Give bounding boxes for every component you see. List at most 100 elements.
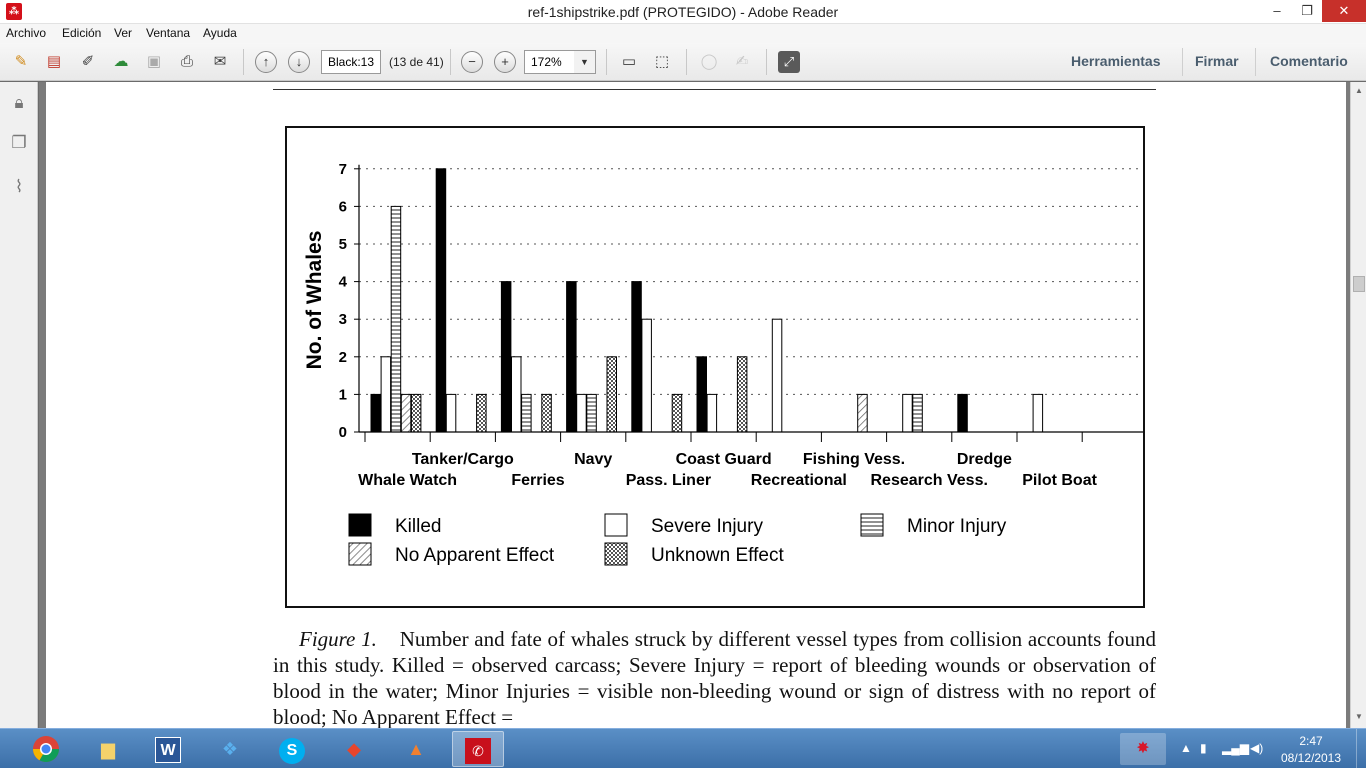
bar-checker (476, 393, 487, 433)
toolbar-separator (1255, 48, 1256, 76)
toolbar-separator (766, 49, 767, 75)
legend-swatch-solid (348, 513, 372, 537)
bar-open (380, 356, 392, 433)
navigation-sidebar: 🔒︎ ❐ ⌇ (0, 82, 38, 728)
git-icon[interactable]: ◆ (347, 739, 361, 759)
menu-ver[interactable]: Ver (114, 26, 133, 40)
tray-app-icon[interactable]: ✸ (1120, 733, 1166, 765)
print-icon[interactable]: ⎙ (180, 53, 193, 70)
page-rule (273, 89, 1156, 90)
matlab-icon[interactable]: ▲ (407, 739, 425, 759)
bar-open (641, 318, 652, 433)
legend-label: Killed (395, 516, 441, 537)
zoom-input[interactable]: 172% (524, 50, 575, 74)
x-category-label: Ferries (511, 472, 564, 489)
battery-icon[interactable]: ▮ (1200, 741, 1207, 755)
toolbar-separator (450, 49, 451, 75)
word-icon[interactable]: W (142, 731, 194, 767)
save-icon[interactable]: ▣ (146, 53, 162, 70)
y-tick-label: 7 (339, 161, 347, 178)
next-page-icon[interactable]: ↓ (288, 51, 310, 73)
y-tick-label: 5 (339, 236, 347, 253)
email-icon[interactable]: ✉ (213, 53, 227, 70)
lock-icon[interactable]: 🔒︎ (14, 93, 24, 112)
toolbar-separator (606, 49, 607, 75)
close-button[interactable]: ✕ (1322, 0, 1366, 22)
y-tick-label: 0 (339, 424, 347, 441)
zoom-dropdown-icon[interactable]: ▼ (574, 50, 596, 74)
legend-swatch-diag (348, 542, 372, 566)
sign-icon[interactable]: ✍ (735, 53, 749, 70)
bar-checker (606, 356, 617, 433)
skype-icon[interactable]: S (266, 731, 318, 767)
skype-glyph: S (279, 738, 305, 764)
adobe-reader-app-icon[interactable]: ⁂ (6, 3, 22, 20)
page-number-input[interactable]: Black:13 (321, 50, 381, 74)
pdf-page: 0 1 2 3 4 5 6 7 Whale Watch Tanker/Cargo Ferries N… (46, 82, 1346, 728)
open-file-icon[interactable]: ✎ (14, 53, 28, 70)
legend-label: Minor Injury (907, 516, 1007, 537)
window-title: ref-1shipstrike.pdf (PROTEGIDO) - Adobe … (527, 4, 839, 20)
upload-cloud-icon[interactable]: ☁ (113, 53, 129, 70)
menu-archivo[interactable]: Archivo (6, 26, 47, 40)
dropbox-icon[interactable]: ❖ (221, 739, 239, 759)
legend-label: No Apparent Effect (395, 545, 555, 566)
create-pdf-icon[interactable]: ▤ (46, 53, 62, 70)
adobe-reader-icon[interactable]: ✆ (452, 731, 504, 767)
fit-width-icon[interactable]: ⬚ (654, 53, 670, 70)
menu-edicion[interactable]: Edición (62, 26, 102, 40)
x-category-label: Recreational (751, 472, 847, 489)
bar-open (706, 393, 718, 433)
bar-open (445, 393, 457, 433)
word-glyph: W (155, 737, 181, 763)
bar-chart: 0 1 2 3 4 5 6 7 Whale Watch Tanker/Cargo Ferries N… (303, 161, 1143, 566)
full-screen-icon[interactable]: ⤢ (778, 51, 800, 73)
bar-open (576, 393, 587, 433)
attachment-icon[interactable]: ⌇ (14, 177, 24, 196)
y-tick-label: 6 (339, 198, 347, 215)
chrome-icon[interactable] (20, 731, 72, 767)
document-viewport[interactable]: 0 1 2 3 4 5 6 7 Whale Watch Tanker/Cargo Ferries N… (39, 82, 1350, 728)
volume-icon[interactable]: ◀) (1250, 741, 1264, 755)
vertical-scrollbar[interactable]: ▲ ▼ (1350, 82, 1366, 728)
comentario-button[interactable]: Comentario (1270, 53, 1348, 69)
page-count: (13 de 41) (389, 55, 444, 69)
fit-page-icon[interactable]: ▭ (621, 53, 637, 70)
clock-date[interactable]: 08/12/2013 (1280, 751, 1342, 765)
firmar-button[interactable]: Firmar (1195, 53, 1239, 69)
x-category-label: Coast Guard (676, 451, 772, 468)
scroll-thumb[interactable] (1353, 276, 1365, 292)
bar-hstripe (390, 205, 402, 433)
minimize-button[interactable]: – (1273, 3, 1281, 18)
zoom-in-icon[interactable]: + (494, 51, 516, 73)
bar-hstripe (586, 393, 597, 433)
title-bar: ⁂ ref-1shipstrike.pdf (PROTEGIDO) - Adob… (0, 0, 1366, 24)
clock-time[interactable]: 2:47 (1299, 734, 1323, 748)
maximize-button[interactable]: ❐ (1301, 3, 1313, 18)
file-explorer-icon[interactable]: ▆ (101, 739, 115, 759)
scroll-up-icon[interactable]: ▲ (1355, 86, 1363, 95)
x-category-label: Navy (574, 451, 612, 468)
legend-label: Severe Injury (651, 516, 763, 537)
signal-icon[interactable]: ▂▄▆ (1222, 741, 1249, 755)
comment-icon[interactable]: ◯ (700, 53, 718, 70)
menu-ventana[interactable]: Ventana (146, 26, 191, 40)
bar-solid (957, 393, 968, 433)
previous-page-icon[interactable]: ↑ (255, 51, 277, 73)
y-tick-label: 3 (339, 311, 347, 328)
edit-pdf-icon[interactable]: ✐ (81, 53, 95, 70)
menu-ayuda[interactable]: Ayuda (203, 26, 237, 40)
bar-diag (400, 393, 412, 433)
bar-diag (857, 393, 868, 433)
show-desktop-button[interactable] (1356, 729, 1366, 768)
pages-icon[interactable]: ❐ (11, 133, 27, 152)
bar-checker (671, 393, 683, 433)
scroll-down-icon[interactable]: ▼ (1355, 712, 1363, 721)
herramientas-button[interactable]: Herramientas (1071, 53, 1161, 69)
bar-checker (541, 393, 552, 433)
bar-solid (696, 356, 707, 433)
x-category-label: Pass. Liner (626, 472, 711, 489)
y-tick-label: 1 (339, 386, 347, 403)
show-hidden-icons[interactable]: ▲ (1180, 741, 1192, 755)
zoom-out-icon[interactable]: − (461, 51, 483, 73)
